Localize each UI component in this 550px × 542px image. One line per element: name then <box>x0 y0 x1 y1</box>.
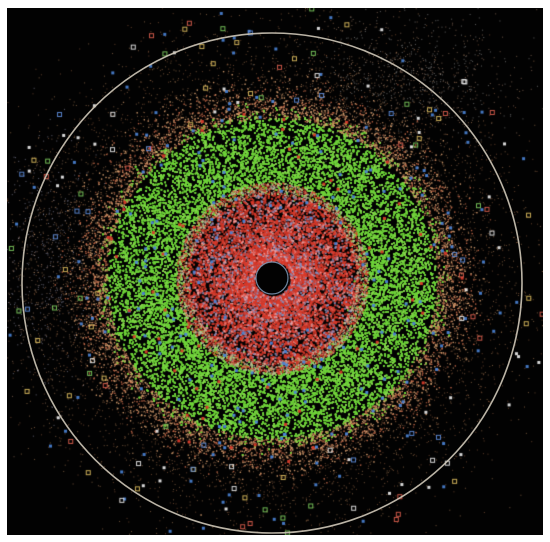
orbital-debris-particle-field <box>7 8 543 535</box>
inner-orbit-ring <box>255 261 289 295</box>
orbit-overlay <box>21 32 523 534</box>
debris-visualization-frame <box>7 8 543 535</box>
earth-core-ring <box>229 235 315 321</box>
outer-orbit-ring <box>21 32 523 534</box>
